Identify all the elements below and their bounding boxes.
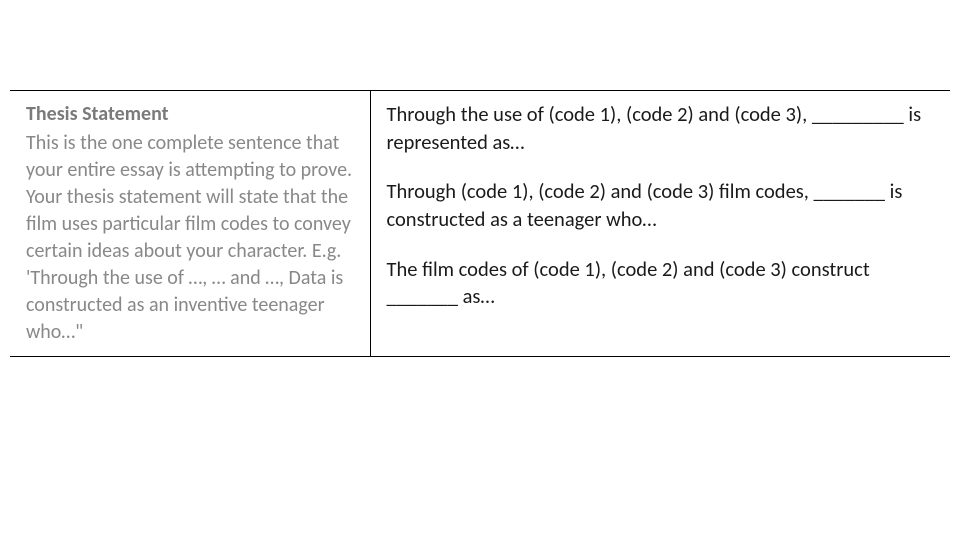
thesis-heading: Thesis Statement — [26, 101, 354, 128]
right-cell: Through the use of (code 1), (code 2) an… — [370, 91, 950, 357]
table-row: Thesis Statement This is the one complet… — [10, 91, 950, 357]
thesis-table: Thesis Statement This is the one complet… — [10, 90, 950, 357]
sentence-template-3: The film codes of (code 1), (code 2) and… — [387, 256, 935, 311]
thesis-description: This is the one complete sentence that y… — [26, 130, 354, 346]
sentence-template-1: Through the use of (code 1), (code 2) an… — [387, 101, 935, 156]
sentence-template-2: Through (code 1), (code 2) and (code 3) … — [387, 178, 935, 233]
left-cell: Thesis Statement This is the one complet… — [10, 91, 370, 357]
